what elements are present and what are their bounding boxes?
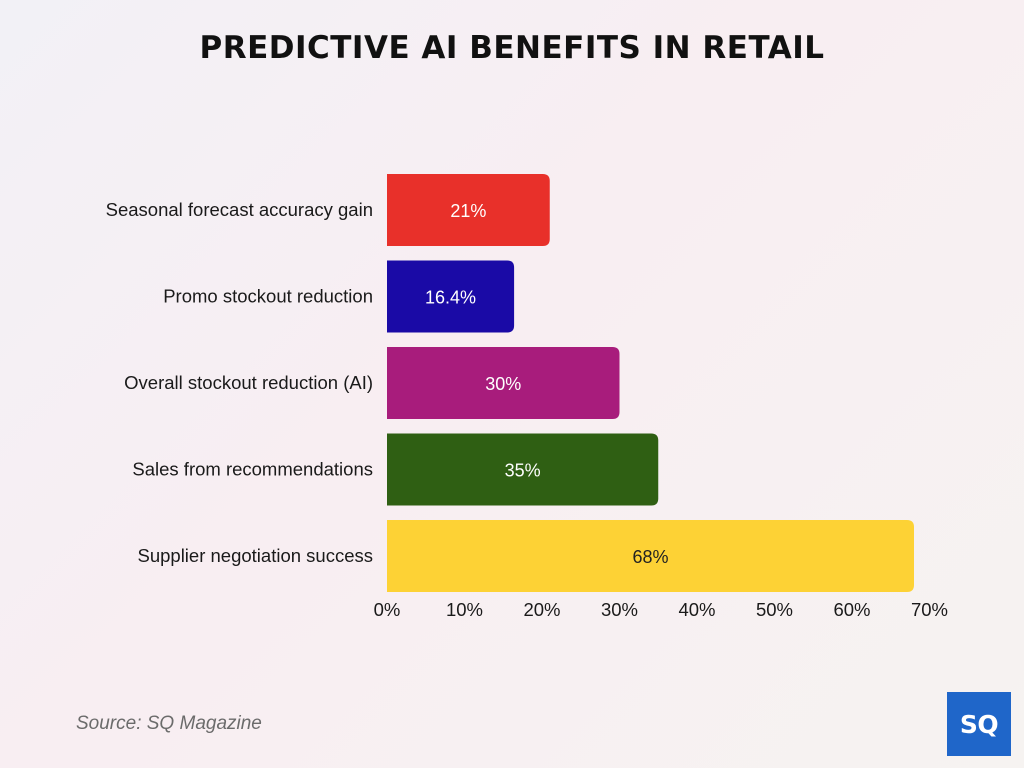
category-label: Overall stockout reduction (AI) [124,372,373,393]
bar [387,433,659,506]
chart-title: PREDICTIVE AI BENEFITS IN RETAIL [199,30,825,66]
category-label: Promo stockout reduction [163,286,373,307]
x-tick-label: 20% [523,599,560,620]
bar-value-label: 68% [632,547,668,567]
x-tick-label: 10% [446,599,483,620]
bar [387,174,550,246]
x-tick-label: 30% [601,599,638,620]
x-tick-label: 50% [756,599,793,620]
bar [387,260,515,333]
category-label: Supplier negotiation success [137,545,373,566]
bar-value-label: 21% [450,201,486,221]
bar-value-label: 35% [505,461,541,481]
x-tick-label: 40% [678,599,715,620]
sq-logo: SQ [947,692,1011,756]
x-tick-label: 60% [833,599,870,620]
x-tick-label: 70% [911,599,948,620]
bar-value-label: 30% [485,374,521,394]
bar [387,347,620,419]
bar-value-label: 16.4% [425,288,476,308]
bar [387,520,914,592]
x-tick-label: 0% [374,599,401,620]
source-note: Source: SQ Magazine [76,713,262,734]
category-label: Sales from recommendations [132,459,373,480]
category-label: Seasonal forecast accuracy gain [106,199,373,220]
